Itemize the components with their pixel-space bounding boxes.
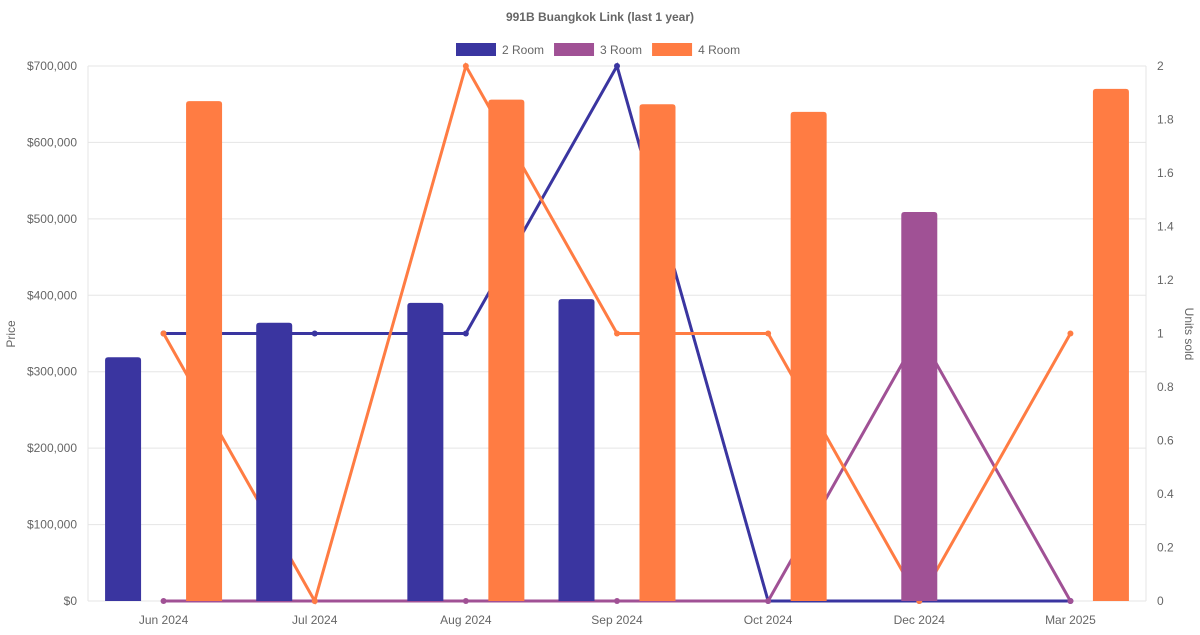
line-point — [311, 598, 318, 604]
y2-tick-label: 2 — [1157, 59, 1164, 73]
y2-tick-label: 0.4 — [1157, 487, 1174, 501]
y-tick-label: $700,000 — [27, 59, 77, 73]
bar — [186, 101, 223, 602]
legend-label: 3 Room — [600, 43, 642, 57]
bar — [790, 111, 827, 601]
price-bars — [105, 88, 1129, 602]
line-point — [462, 63, 469, 69]
x-tick-label: Aug 2024 — [440, 613, 492, 627]
line-point — [311, 330, 318, 337]
legend-label: 2 Room — [502, 43, 544, 57]
line-point — [462, 598, 469, 604]
bar — [1092, 88, 1129, 601]
line-point — [614, 598, 620, 604]
y-tick-label: $200,000 — [27, 441, 77, 455]
line-point — [1067, 598, 1074, 604]
bar — [256, 322, 293, 601]
y2-tick-label: 1.2 — [1157, 273, 1174, 287]
y2-tick-label: 1.8 — [1157, 113, 1174, 127]
x-tick-label: Dec 2024 — [894, 613, 946, 627]
x-tick-label: Jul 2024 — [292, 613, 338, 627]
legend-swatch — [652, 43, 693, 56]
legend-swatch — [456, 43, 496, 56]
chart-title: 991B Buangkok Link (last 1 year) — [506, 10, 694, 24]
bar — [901, 211, 938, 601]
x-tick-label: Sep 2024 — [591, 613, 643, 627]
y2-axis-label: Units sold — [1182, 308, 1196, 361]
line-point — [765, 330, 772, 337]
bar — [558, 299, 595, 601]
bar — [105, 357, 142, 601]
bar — [407, 302, 444, 601]
line-point — [765, 598, 772, 604]
y-tick-label: $300,000 — [27, 365, 77, 379]
y-tick-label: $600,000 — [27, 135, 77, 149]
y2-tick-label: 0.8 — [1157, 380, 1174, 394]
line-point — [614, 330, 620, 337]
y2-tick-label: 0.6 — [1157, 434, 1174, 448]
line-point — [614, 63, 620, 69]
x-tick-label: Oct 2024 — [744, 613, 793, 627]
y2-tick-label: 1.4 — [1157, 220, 1174, 234]
line-point — [462, 330, 469, 337]
line-point — [160, 330, 167, 337]
legend: 2 Room 3 Room 4 Room — [456, 43, 740, 57]
line-point — [160, 598, 167, 604]
y2-tick-label: 0 — [1157, 594, 1164, 608]
y-tick-label: $100,000 — [27, 518, 77, 532]
x-tick-label: Jun 2024 — [139, 613, 189, 627]
y2-tick-label: 0.2 — [1157, 541, 1174, 555]
x-tick-label: Mar 2025 — [1045, 613, 1096, 627]
bar — [488, 99, 525, 601]
y2-tick-label: 1 — [1157, 327, 1164, 341]
axes: $0 $100,000 $200,000 $300,000 $400,000 $500,0… — [27, 59, 1174, 627]
y-axis-label: Price — [4, 320, 18, 348]
y-tick-label: $0 — [64, 594, 78, 608]
y-tick-label: $500,000 — [27, 212, 77, 226]
y2-tick-label: 1.6 — [1157, 166, 1174, 180]
legend-swatch — [554, 43, 595, 56]
legend-label: 4 Room — [698, 43, 740, 57]
bar — [639, 104, 676, 601]
y-tick-label: $400,000 — [27, 288, 77, 302]
line-point — [1067, 330, 1074, 337]
